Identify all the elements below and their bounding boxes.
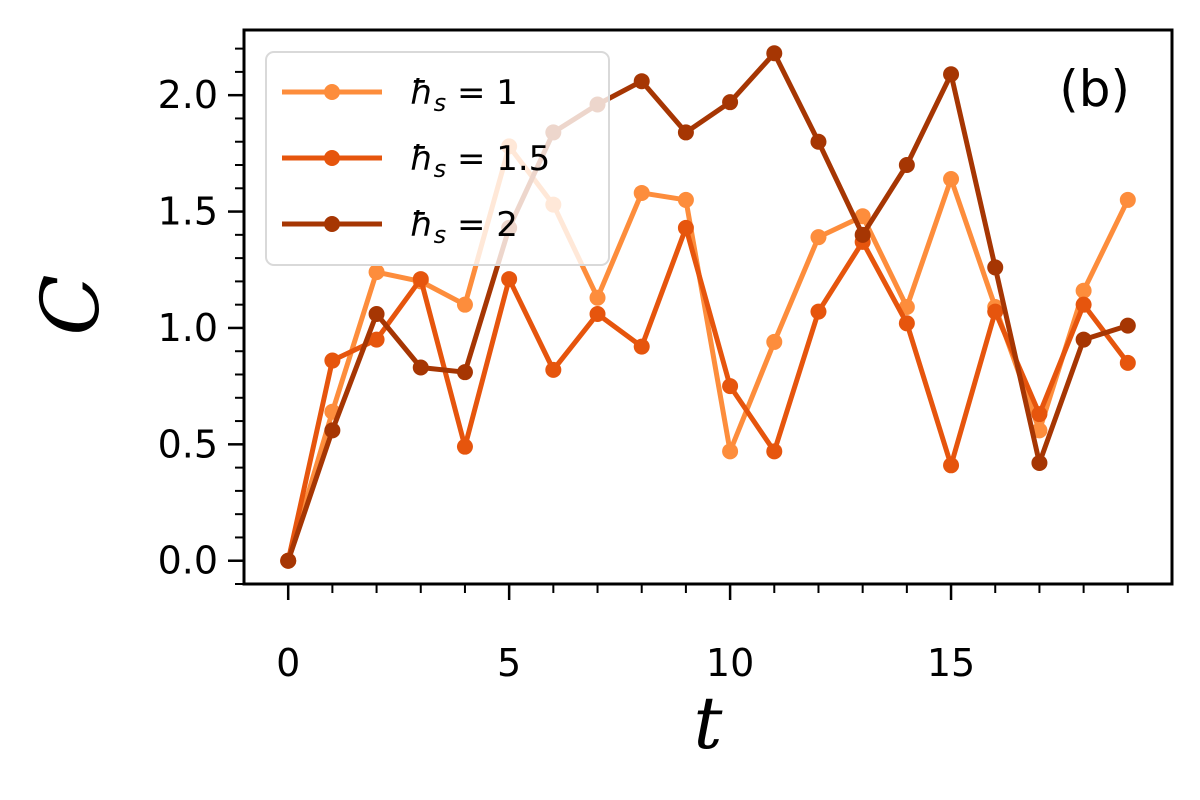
panel-label: (b) — [1059, 60, 1130, 118]
data-point — [810, 303, 827, 320]
x-tick-label: 0 — [276, 641, 300, 685]
data-point — [677, 191, 694, 208]
data-point — [368, 305, 385, 322]
data-point — [677, 219, 694, 236]
data-point — [722, 378, 739, 395]
legend-label: ħs = 2 — [410, 205, 518, 249]
data-point — [722, 443, 739, 460]
series-2 — [280, 219, 1136, 569]
data-point — [633, 338, 650, 355]
data-point — [1031, 406, 1048, 423]
data-point — [589, 289, 606, 306]
series-line — [285, 225, 1130, 562]
data-point — [766, 443, 783, 460]
legend-marker — [324, 150, 340, 166]
data-point — [943, 457, 960, 474]
legend-box — [265, 51, 610, 266]
y-tick-label: 0.0 — [158, 539, 218, 583]
data-point — [987, 303, 1004, 320]
series-line — [285, 143, 1131, 562]
data-point — [1075, 331, 1092, 348]
data-point — [1075, 282, 1092, 299]
data-point — [677, 124, 694, 141]
x-tick-label: 5 — [497, 641, 521, 685]
data-point — [943, 66, 960, 83]
legend-item: ħs = 2 — [282, 205, 518, 249]
legend-item: ħs = 1.5 — [282, 139, 550, 183]
data-point — [456, 296, 473, 313]
y-tick-label: 1.0 — [158, 306, 218, 350]
data-point — [545, 361, 562, 378]
data-point — [412, 359, 429, 376]
data-point — [1119, 354, 1136, 371]
data-point — [766, 45, 783, 62]
legend-label: ħs = 1.5 — [410, 139, 550, 183]
data-point — [589, 305, 606, 322]
y-tick-label: 1.5 — [158, 190, 218, 234]
data-point — [368, 264, 385, 281]
x-tick-label: 15 — [927, 641, 975, 685]
data-point — [722, 94, 739, 111]
data-point — [324, 352, 341, 369]
data-point — [456, 438, 473, 455]
data-point — [1119, 317, 1136, 334]
x-axis-title: t — [694, 681, 724, 765]
data-point — [898, 315, 915, 332]
data-point — [368, 331, 385, 348]
series-3 — [280, 45, 1136, 569]
data-point — [456, 364, 473, 381]
data-point — [501, 271, 518, 288]
data-point — [810, 229, 827, 246]
data-point — [412, 271, 429, 288]
legend-item: ħs = 1 — [282, 73, 518, 117]
data-point — [633, 73, 650, 90]
data-point — [1031, 454, 1048, 471]
data-point — [810, 133, 827, 150]
data-point — [943, 170, 960, 187]
data-point — [854, 208, 871, 225]
plot-frame — [242, 28, 1174, 586]
y-tick-label: 2.0 — [158, 73, 218, 117]
legend-marker — [324, 216, 340, 232]
x-tick-label: 10 — [706, 641, 754, 685]
y-tick-label: 0.5 — [158, 422, 218, 466]
y-axis-title: C — [24, 274, 117, 335]
legend: ħs = 1 ħs = 1.5 ħs = 2 — [265, 51, 610, 266]
axes-layer: 0 5 10 15 0.0 0.5 1.0 1.5 2.0 — [158, 28, 1174, 685]
data-point — [1119, 191, 1136, 208]
legend-label: ħs = 1 — [410, 73, 518, 117]
data-point — [854, 226, 871, 243]
legend-marker — [324, 84, 340, 100]
data-point — [633, 184, 650, 201]
data-point — [987, 259, 1004, 276]
data-point — [280, 552, 297, 569]
data-point — [1075, 296, 1092, 313]
data-point — [324, 422, 341, 439]
data-point — [766, 333, 783, 350]
data-point — [898, 157, 915, 174]
